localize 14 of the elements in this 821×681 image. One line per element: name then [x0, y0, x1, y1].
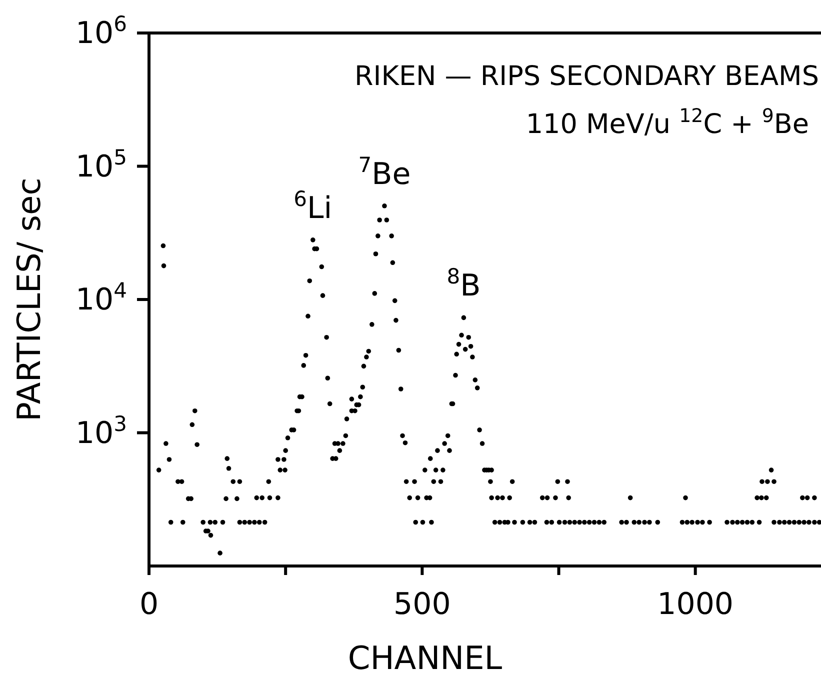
annotation: $^{7}$Be — [358, 152, 411, 192]
y-tick-label: 10$^{3}$ — [75, 412, 127, 451]
text: RIKEN — RIPS SECONDARY BEAMS — [354, 61, 819, 92]
y-tick-label: 10$^{5}$ — [75, 145, 127, 184]
annotation: $^{8}$B — [446, 264, 481, 304]
x-axis-title: CHANNEL — [348, 639, 502, 677]
text: 110 MeV/u $^{12}$C + $^{9}$Be — [526, 105, 809, 140]
x-tick-label: 0 — [139, 587, 159, 622]
annotation: $^{6}$Li — [294, 186, 332, 226]
x-tick-label: 1000 — [657, 587, 734, 622]
y-axis-title: PARTICLES/ sec — [10, 178, 48, 422]
x-tick-label: 500 — [394, 587, 451, 622]
y-tick-label: 10$^{6}$ — [75, 12, 127, 51]
y-tick-label: 10$^{4}$ — [75, 278, 127, 318]
